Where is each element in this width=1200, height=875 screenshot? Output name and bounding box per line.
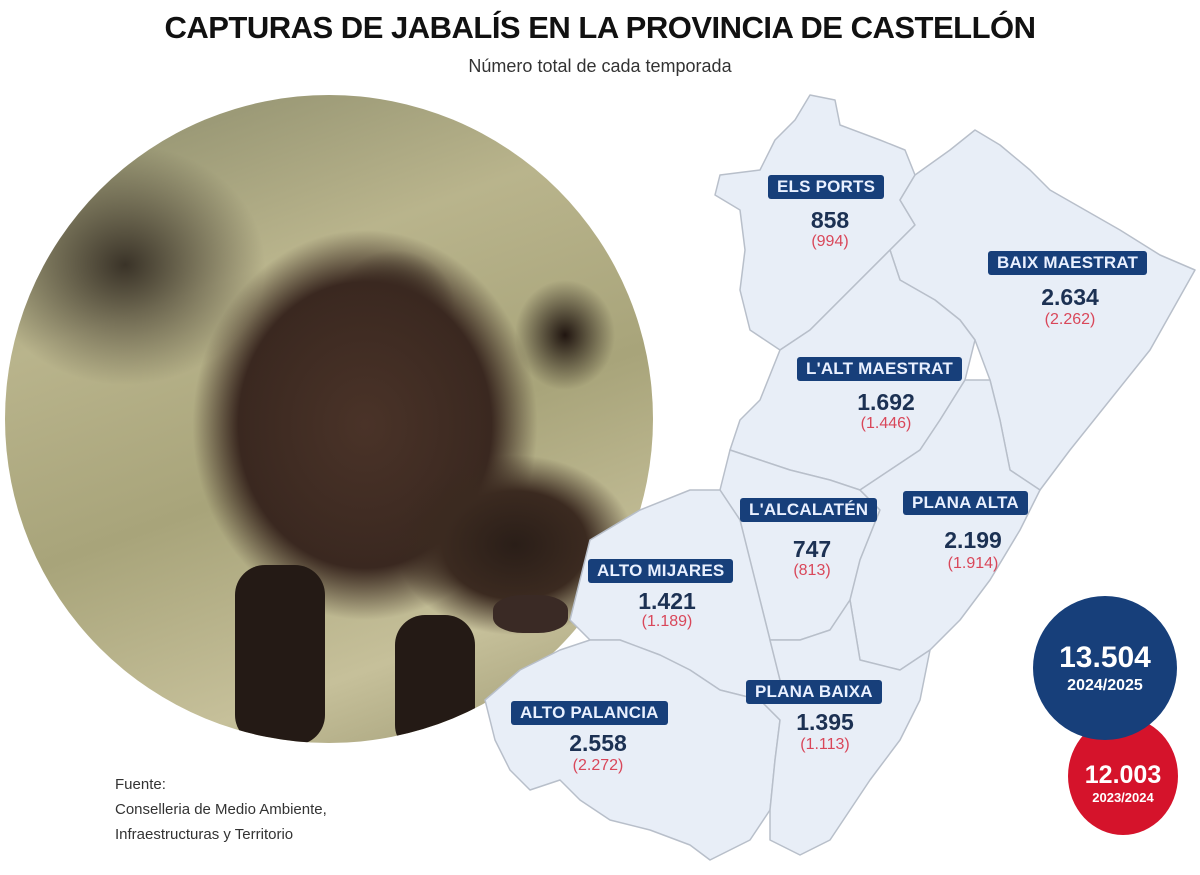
region-label: L'ALCALATÉN: [740, 498, 878, 522]
region-current-value: 2.634: [1041, 284, 1099, 310]
region-current-value: 2.558: [569, 730, 627, 756]
total-current-value: 13.504: [1059, 641, 1151, 674]
region-previous-value: (2.272): [572, 757, 624, 774]
source-label: Fuente:: [115, 776, 166, 793]
region-previous-value: (1.113): [800, 736, 850, 753]
region-previous-value: (994): [811, 233, 849, 250]
region-current-value: 2.199: [944, 527, 1002, 553]
wild-boar-photo: [5, 95, 653, 743]
region-label: ELS PORTS: [768, 175, 885, 199]
region-label: L'ALT MAESTRAT: [797, 357, 962, 381]
region-previous-value: (1.914): [947, 555, 999, 572]
region-label: PLANA BAIXA: [746, 680, 882, 704]
source-line-1: Conselleria de Medio Ambiente,: [115, 801, 327, 818]
region-current-value: 1.692: [857, 389, 915, 415]
region-current-value: 1.421: [638, 588, 696, 614]
page-title: CAPTURAS DE JABALÍS EN LA PROVINCIA DE C…: [164, 10, 1036, 45]
region-previous-value: (1.446): [860, 415, 912, 432]
region-label: BAIX MAESTRAT: [988, 251, 1148, 275]
region-previous-value: (2.262): [1044, 311, 1096, 328]
boar-leg-shape: [235, 565, 325, 743]
region-current-value: 747: [792, 536, 832, 562]
boar-leg-shape: [395, 615, 475, 743]
region-plana-baixa: [759, 599, 931, 856]
region-previous-value: (1.189): [641, 613, 693, 630]
region-label: PLANA ALTA: [903, 491, 1028, 515]
total-previous-season: 2023/2024: [1092, 790, 1154, 805]
region-previous-value: (813): [793, 562, 831, 579]
total-previous-value: 12.003: [1084, 761, 1162, 789]
total-current-season: 2024/2025: [1067, 677, 1143, 694]
boar-snout-shape: [493, 595, 568, 633]
source-line-2: Infraestructuras y Territorio: [115, 826, 294, 843]
castellon-province-map: [484, 94, 1196, 861]
region-label: ALTO MIJARES: [588, 559, 734, 583]
region-current-value: 1.395: [796, 709, 854, 735]
region-current-value: 858: [810, 207, 850, 233]
region-label: ALTO PALANCIA: [511, 701, 668, 725]
page-subtitle: Número total de cada temporada: [468, 56, 732, 76]
source-note: Fuente: Conselleria de Medio Ambiente, I…: [115, 772, 327, 847]
total-current-season-badge: 13.504 2024/2025: [1033, 596, 1177, 740]
